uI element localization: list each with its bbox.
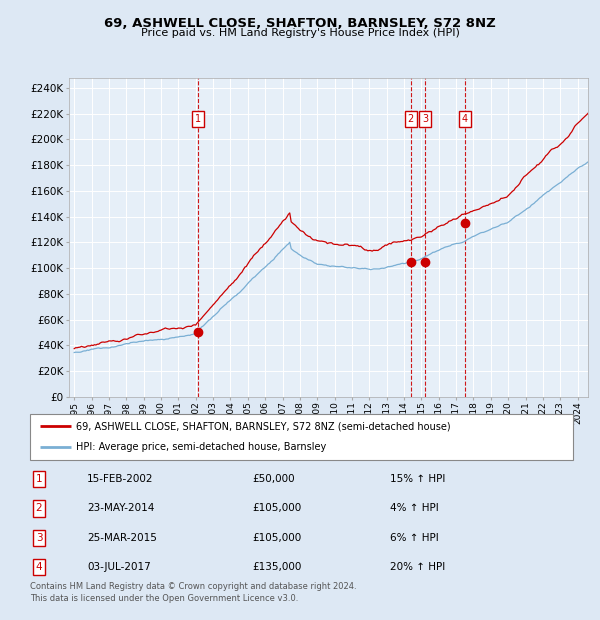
Text: 20% ↑ HPI: 20% ↑ HPI bbox=[390, 562, 445, 572]
Text: 4% ↑ HPI: 4% ↑ HPI bbox=[390, 503, 439, 513]
Text: £105,000: £105,000 bbox=[252, 533, 301, 543]
Text: 15% ↑ HPI: 15% ↑ HPI bbox=[390, 474, 445, 484]
Text: 4: 4 bbox=[35, 562, 43, 572]
Text: 25-MAR-2015: 25-MAR-2015 bbox=[87, 533, 157, 543]
Text: 1: 1 bbox=[35, 474, 43, 484]
Text: 69, ASHWELL CLOSE, SHAFTON, BARNSLEY, S72 8NZ (semi-detached house): 69, ASHWELL CLOSE, SHAFTON, BARNSLEY, S7… bbox=[76, 421, 451, 431]
Text: 4: 4 bbox=[461, 114, 468, 124]
Text: 6% ↑ HPI: 6% ↑ HPI bbox=[390, 533, 439, 543]
Text: 3: 3 bbox=[422, 114, 428, 124]
Text: £135,000: £135,000 bbox=[252, 562, 301, 572]
Text: 2: 2 bbox=[407, 114, 414, 124]
Text: 69, ASHWELL CLOSE, SHAFTON, BARNSLEY, S72 8NZ: 69, ASHWELL CLOSE, SHAFTON, BARNSLEY, S7… bbox=[104, 17, 496, 30]
Text: £105,000: £105,000 bbox=[252, 503, 301, 513]
Text: 2: 2 bbox=[35, 503, 43, 513]
Text: 03-JUL-2017: 03-JUL-2017 bbox=[87, 562, 151, 572]
Text: £50,000: £50,000 bbox=[252, 474, 295, 484]
Text: Price paid vs. HM Land Registry's House Price Index (HPI): Price paid vs. HM Land Registry's House … bbox=[140, 28, 460, 38]
Text: Contains HM Land Registry data © Crown copyright and database right 2024.
This d: Contains HM Land Registry data © Crown c… bbox=[30, 582, 356, 603]
Text: 23-MAY-2014: 23-MAY-2014 bbox=[87, 503, 154, 513]
Text: 15-FEB-2002: 15-FEB-2002 bbox=[87, 474, 154, 484]
Text: HPI: Average price, semi-detached house, Barnsley: HPI: Average price, semi-detached house,… bbox=[76, 443, 326, 453]
Text: 3: 3 bbox=[35, 533, 43, 543]
Text: 1: 1 bbox=[195, 114, 201, 124]
FancyBboxPatch shape bbox=[30, 414, 573, 460]
